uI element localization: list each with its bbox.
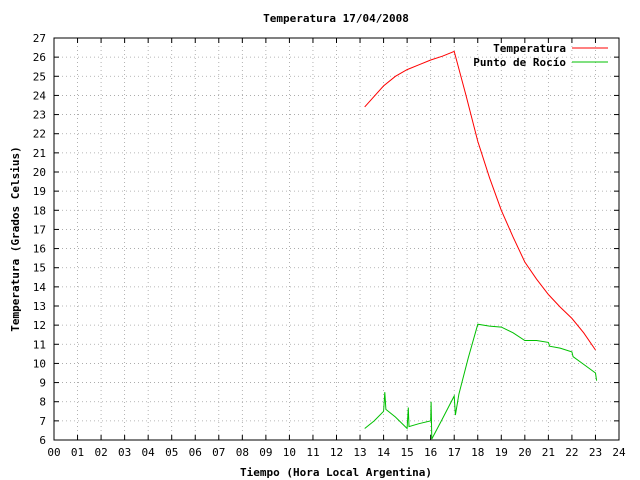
tick-layer: 00 01 02 03 04 05 06 07 08 09 10 11 12 13 14 15 16 17 18 19… xyxy=(33,32,626,459)
y-tick-label: 6 xyxy=(39,434,46,447)
x-tick-label: 00 xyxy=(47,446,60,459)
x-tick-label: 10 xyxy=(283,446,296,459)
x-tick-label: 23 xyxy=(589,446,602,459)
series-line-punto-de-rocio xyxy=(364,323,598,440)
y-axis-label: Temperatura (Grados Celsius) xyxy=(9,146,22,331)
y-tick-label: 17 xyxy=(33,223,46,236)
x-tick-label: 19 xyxy=(495,446,508,459)
x-tick-label: 21 xyxy=(542,446,555,459)
chart-title: Temperatura 17/04/2008 xyxy=(263,12,409,25)
y-tick-label: 10 xyxy=(33,357,46,370)
grid-layer xyxy=(54,38,619,440)
y-tick-label: 9 xyxy=(39,377,46,390)
plot-frame xyxy=(53,37,620,441)
legend-label-temperatura: Temperatura xyxy=(493,42,566,55)
y-tick-label: 7 xyxy=(39,415,46,428)
legend: Temperatura Punto de Rocío xyxy=(473,42,608,69)
x-tick-label: 01 xyxy=(71,446,84,459)
x-tick-label: 24 xyxy=(612,446,626,459)
y-tick-label: 23 xyxy=(33,109,46,122)
x-tick-label: 08 xyxy=(236,446,249,459)
y-tick-label: 26 xyxy=(33,51,46,64)
y-tick-label: 15 xyxy=(33,262,46,275)
x-tick-label: 17 xyxy=(448,446,461,459)
legend-label-punto-de-rocio: Punto de Rocío xyxy=(473,56,566,69)
series-line-temperatura xyxy=(364,50,596,351)
y-tick-label: 16 xyxy=(33,243,46,256)
x-tick-label: 22 xyxy=(565,446,578,459)
x-tick-label: 13 xyxy=(353,446,366,459)
x-tick-label: 16 xyxy=(424,446,437,459)
x-tick-label: 15 xyxy=(401,446,414,459)
x-tick-label: 07 xyxy=(212,446,225,459)
y-tick-label: 12 xyxy=(33,319,46,332)
y-tick-label: 14 xyxy=(33,281,47,294)
x-tick-label: 14 xyxy=(377,446,391,459)
x-tick-label: 06 xyxy=(189,446,202,459)
y-tick-label: 24 xyxy=(33,89,47,102)
x-tick-label: 11 xyxy=(306,446,319,459)
y-tick-label: 8 xyxy=(39,396,46,409)
y-tick-label: 27 xyxy=(33,32,46,45)
y-tick-label: 18 xyxy=(33,204,46,217)
x-tick-label: 05 xyxy=(165,446,178,459)
x-tick-label: 12 xyxy=(330,446,343,459)
x-tick-label: 03 xyxy=(118,446,131,459)
y-tick-label: 11 xyxy=(33,338,46,351)
y-tick-label: 25 xyxy=(33,70,46,83)
series-layer xyxy=(364,50,598,440)
x-tick-label: 02 xyxy=(94,446,107,459)
x-tick-label: 09 xyxy=(259,446,272,459)
y-tick-label: 19 xyxy=(33,185,46,198)
x-axis-label: Tiempo (Hora Local Argentina) xyxy=(240,466,432,479)
x-tick-label: 20 xyxy=(518,446,531,459)
x-tick-label: 04 xyxy=(142,446,156,459)
y-tick-label: 20 xyxy=(33,166,46,179)
y-tick-label: 22 xyxy=(33,128,46,141)
y-tick-label: 13 xyxy=(33,300,46,313)
x-tick-label: 18 xyxy=(471,446,484,459)
y-tick-label: 21 xyxy=(33,147,46,160)
